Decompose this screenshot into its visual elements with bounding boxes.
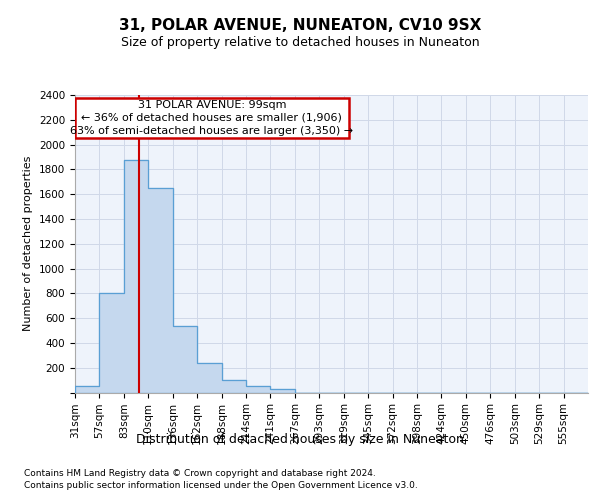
Text: Contains public sector information licensed under the Open Government Licence v3: Contains public sector information licen… bbox=[24, 481, 418, 490]
Text: Distribution of detached houses by size in Nuneaton: Distribution of detached houses by size … bbox=[136, 432, 464, 446]
Bar bbox=[75, 98, 349, 138]
Text: Contains HM Land Registry data © Crown copyright and database right 2024.: Contains HM Land Registry data © Crown c… bbox=[24, 469, 376, 478]
Text: Size of property relative to detached houses in Nuneaton: Size of property relative to detached ho… bbox=[121, 36, 479, 49]
Text: 31 POLAR AVENUE: 99sqm: 31 POLAR AVENUE: 99sqm bbox=[137, 100, 286, 110]
Text: 63% of semi-detached houses are larger (3,350) →: 63% of semi-detached houses are larger (… bbox=[70, 126, 353, 136]
Y-axis label: Number of detached properties: Number of detached properties bbox=[23, 156, 34, 332]
Text: 31, POLAR AVENUE, NUNEATON, CV10 9SX: 31, POLAR AVENUE, NUNEATON, CV10 9SX bbox=[119, 18, 481, 32]
Text: ← 36% of detached houses are smaller (1,906): ← 36% of detached houses are smaller (1,… bbox=[82, 113, 342, 123]
